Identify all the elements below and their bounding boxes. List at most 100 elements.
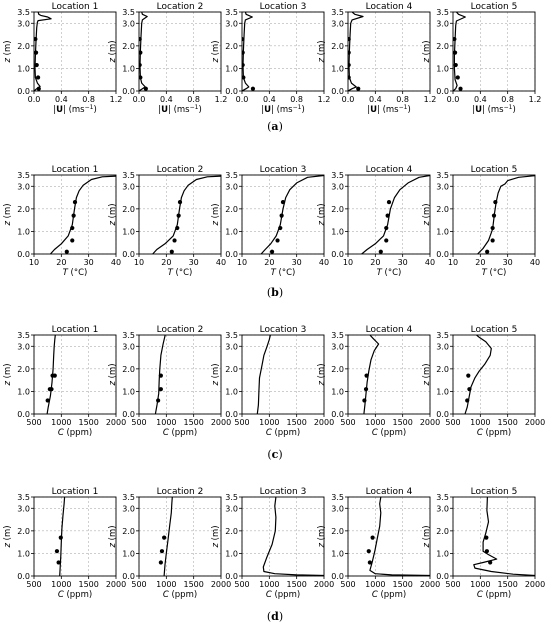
x-tick-label: 1.2 xyxy=(215,95,228,104)
x-tick-label: 1000 xyxy=(51,580,71,589)
x-tick-label: 40 xyxy=(319,258,329,267)
simulation-line xyxy=(262,497,324,576)
measurement-point xyxy=(458,86,463,91)
x-tick-label: 0.0 xyxy=(28,95,41,104)
measurement-point xyxy=(158,387,163,392)
axes-frame xyxy=(138,11,222,92)
x-tick-label: 500 xyxy=(234,418,249,427)
subplot-title: Location 3 xyxy=(260,487,307,497)
measurement-point xyxy=(484,549,489,554)
y-tick-label: 3.0 xyxy=(225,182,238,191)
measurement-point xyxy=(278,225,283,231)
x-tick-label: 2000 xyxy=(314,580,334,589)
y-tick-label: 3.0 xyxy=(122,342,135,351)
measurement-point xyxy=(242,62,245,68)
y-tick-label: 1.0 xyxy=(225,387,238,396)
y-tick-label: 0.0 xyxy=(331,410,344,419)
measurement-point xyxy=(250,86,256,91)
y-tick-label: 1.0 xyxy=(225,227,238,236)
x-axis-label: C (ppm) xyxy=(58,428,92,438)
y-tick-label: 3.5 xyxy=(17,171,30,180)
y-tick-label: 0.0 xyxy=(436,87,449,96)
x-tick-label: 0.4 xyxy=(369,95,382,104)
y-axis-label: z (m) xyxy=(211,525,221,548)
measurement-point xyxy=(491,213,497,218)
measurement-point xyxy=(356,86,361,91)
row-d: Location 1500 1000 1500 20000.01.02.03.03.5… xyxy=(3,487,545,623)
measurement-point xyxy=(363,387,369,392)
subplot: Location 50.0 0.4 0.8 1.20.01.02.03.03.5|U|… xyxy=(422,2,541,115)
subplot: Location 410 20 30 400.01.02.03.03.5T (°C)z… xyxy=(317,165,435,278)
y-tick-label: 0.0 xyxy=(331,87,344,96)
y-tick-label: 0.0 xyxy=(122,87,135,96)
subplot: Location 210 20 30 400.01.02.03.03.5T (°C)z… xyxy=(108,165,226,278)
y-tick-label: 3.0 xyxy=(436,19,449,28)
measurement-point xyxy=(70,238,75,243)
measurement-point xyxy=(453,50,458,55)
x-tick-label: 500 xyxy=(340,418,355,427)
subplot-title: Location 2 xyxy=(157,487,204,497)
measurement-point xyxy=(70,225,75,231)
x-tick-label: 20 xyxy=(264,258,274,267)
x-axis-label: |U| (ms−1) xyxy=(158,104,202,116)
x-axis-label: T (°C) xyxy=(168,268,193,278)
x-tick-label: 0.8 xyxy=(82,95,95,104)
x-axis-label: |U| (ms−1) xyxy=(261,104,305,116)
y-tick-label: 3.0 xyxy=(331,19,344,28)
measurement-point xyxy=(169,249,174,254)
x-tick-label: 500 xyxy=(131,580,146,589)
measurement-point xyxy=(139,75,143,80)
y-tick-label: 0.0 xyxy=(17,87,30,96)
x-tick-label: 20 xyxy=(370,258,380,267)
x-axis-label: C (ppm) xyxy=(372,428,406,438)
x-axis-label: C (ppm) xyxy=(163,590,197,600)
y-tick-label: 3.0 xyxy=(436,504,449,513)
measurement-point xyxy=(162,535,167,540)
measurement-point xyxy=(158,560,163,565)
y-tick-label: 3.5 xyxy=(17,8,30,17)
measurement-point xyxy=(279,213,284,218)
measurement-point xyxy=(466,373,471,378)
y-axis-label: z (m) xyxy=(317,525,327,548)
subplot: Location 20.0 0.4 0.8 1.20.01.02.03.03.5|U|… xyxy=(108,2,227,115)
y-tick-label: 2.0 xyxy=(436,205,449,214)
measurement-point xyxy=(280,199,286,205)
x-axis-label: C (ppm) xyxy=(477,590,511,600)
x-tick-label: 1.2 xyxy=(424,95,437,104)
measurement-point xyxy=(36,75,41,80)
x-tick-label: 1500 xyxy=(286,580,306,589)
axes-frame xyxy=(452,11,536,92)
x-tick-label: 0.0 xyxy=(133,95,146,104)
simulation-line xyxy=(256,335,271,414)
y-tick-label: 3.5 xyxy=(436,8,449,17)
measurement-point xyxy=(177,199,183,205)
simulation-line xyxy=(477,175,535,254)
x-tick-label: 1000 xyxy=(156,580,176,589)
subplot-title: Location 1 xyxy=(52,325,99,335)
simulation-line xyxy=(453,12,466,91)
y-tick-label: 3.0 xyxy=(17,182,30,191)
x-tick-label: 2000 xyxy=(106,418,126,427)
measurement-point xyxy=(45,398,50,403)
x-tick-label: 0.4 xyxy=(263,95,276,104)
axes-frame xyxy=(241,174,325,255)
y-tick-label: 3.5 xyxy=(436,493,449,502)
measurement-point xyxy=(36,86,41,91)
x-tick-label: 2000 xyxy=(106,580,126,589)
measurement-point xyxy=(366,549,371,554)
x-tick-label: 1500 xyxy=(392,418,412,427)
measurement-point xyxy=(364,373,369,378)
x-axis-label: |U| (ms−1) xyxy=(472,104,516,116)
y-axis-label: z (m) xyxy=(108,203,118,226)
subplot: Location 40.0 0.4 0.8 1.20.01.02.03.03.5|U|… xyxy=(317,2,436,115)
x-tick-label: 2000 xyxy=(420,418,440,427)
x-tick-label: 30 xyxy=(292,258,302,267)
x-tick-label: 10 xyxy=(134,258,144,267)
y-tick-label: 3.5 xyxy=(331,493,344,502)
x-tick-label: 500 xyxy=(131,418,146,427)
y-tick-label: 1.0 xyxy=(17,549,30,558)
measurement-point xyxy=(242,75,246,80)
subplot-title: Location 2 xyxy=(157,165,204,175)
